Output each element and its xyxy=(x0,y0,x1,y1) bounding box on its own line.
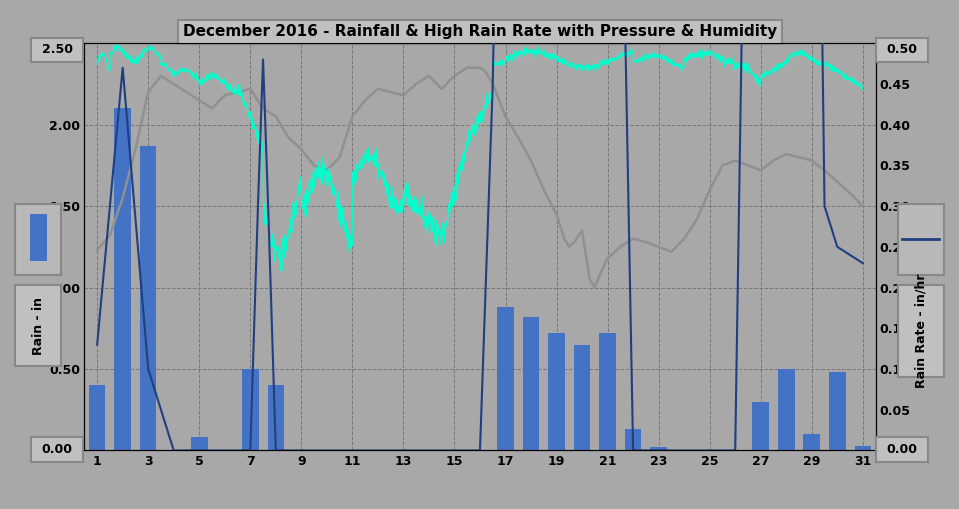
Bar xyxy=(89,385,105,450)
Bar xyxy=(625,429,642,450)
Bar xyxy=(191,437,207,450)
Text: Rain Rate - in/hr: Rain Rate - in/hr xyxy=(914,274,927,388)
Bar xyxy=(829,372,846,450)
Text: 0.50: 0.50 xyxy=(886,43,918,56)
Bar xyxy=(778,369,795,450)
Text: 2.50: 2.50 xyxy=(41,43,73,56)
Bar xyxy=(523,317,539,450)
Bar xyxy=(854,445,871,450)
Bar xyxy=(573,345,591,450)
Bar xyxy=(804,434,820,450)
Text: Rain - in: Rain - in xyxy=(32,297,45,355)
Bar xyxy=(114,108,131,450)
Bar xyxy=(140,146,156,450)
Bar xyxy=(497,307,514,450)
Title: December 2016 - Rainfall & High Rain Rate with Pressure & Humidity: December 2016 - Rainfall & High Rain Rat… xyxy=(183,24,777,39)
Bar xyxy=(650,447,667,450)
Bar xyxy=(753,402,769,450)
Bar xyxy=(549,333,565,450)
Bar xyxy=(242,369,259,450)
Bar xyxy=(268,385,284,450)
Text: 0.00: 0.00 xyxy=(886,443,918,456)
Bar xyxy=(30,214,47,261)
Bar xyxy=(599,333,616,450)
Text: 0.00: 0.00 xyxy=(41,443,73,456)
